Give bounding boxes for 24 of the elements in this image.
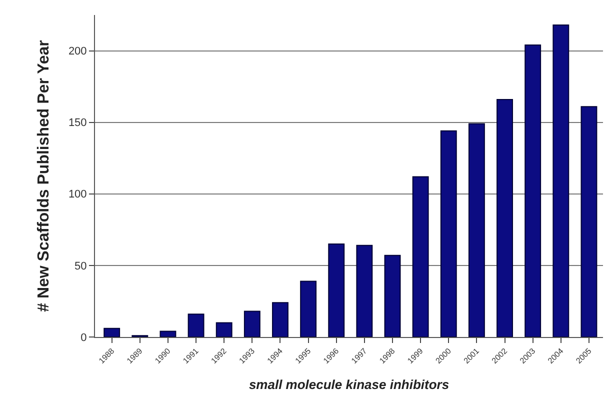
y-axis-title: # New Scaffolds Published Per Year [35,40,52,312]
bar [244,310,260,337]
bar [384,254,401,337]
y-tick-label: 0 [80,332,87,344]
bar [552,24,570,337]
bar [496,98,513,337]
bar [160,330,176,337]
bar [104,328,120,337]
y-tick-label: 50 [74,260,87,272]
y-tick-label: 200 [68,46,87,58]
bar [272,302,288,337]
bar [440,130,457,337]
y-tick-label: 150 [68,117,87,130]
bar [468,123,485,337]
bar [524,44,542,337]
bar [188,314,204,337]
y-tick-label: 100 [68,188,87,201]
bar [328,243,345,337]
bar [300,280,317,337]
bar [412,176,429,337]
x-axis-title: small molecule kinase inhibitors [248,377,450,392]
bar [580,106,598,337]
bar [356,244,373,337]
bar [216,322,232,337]
